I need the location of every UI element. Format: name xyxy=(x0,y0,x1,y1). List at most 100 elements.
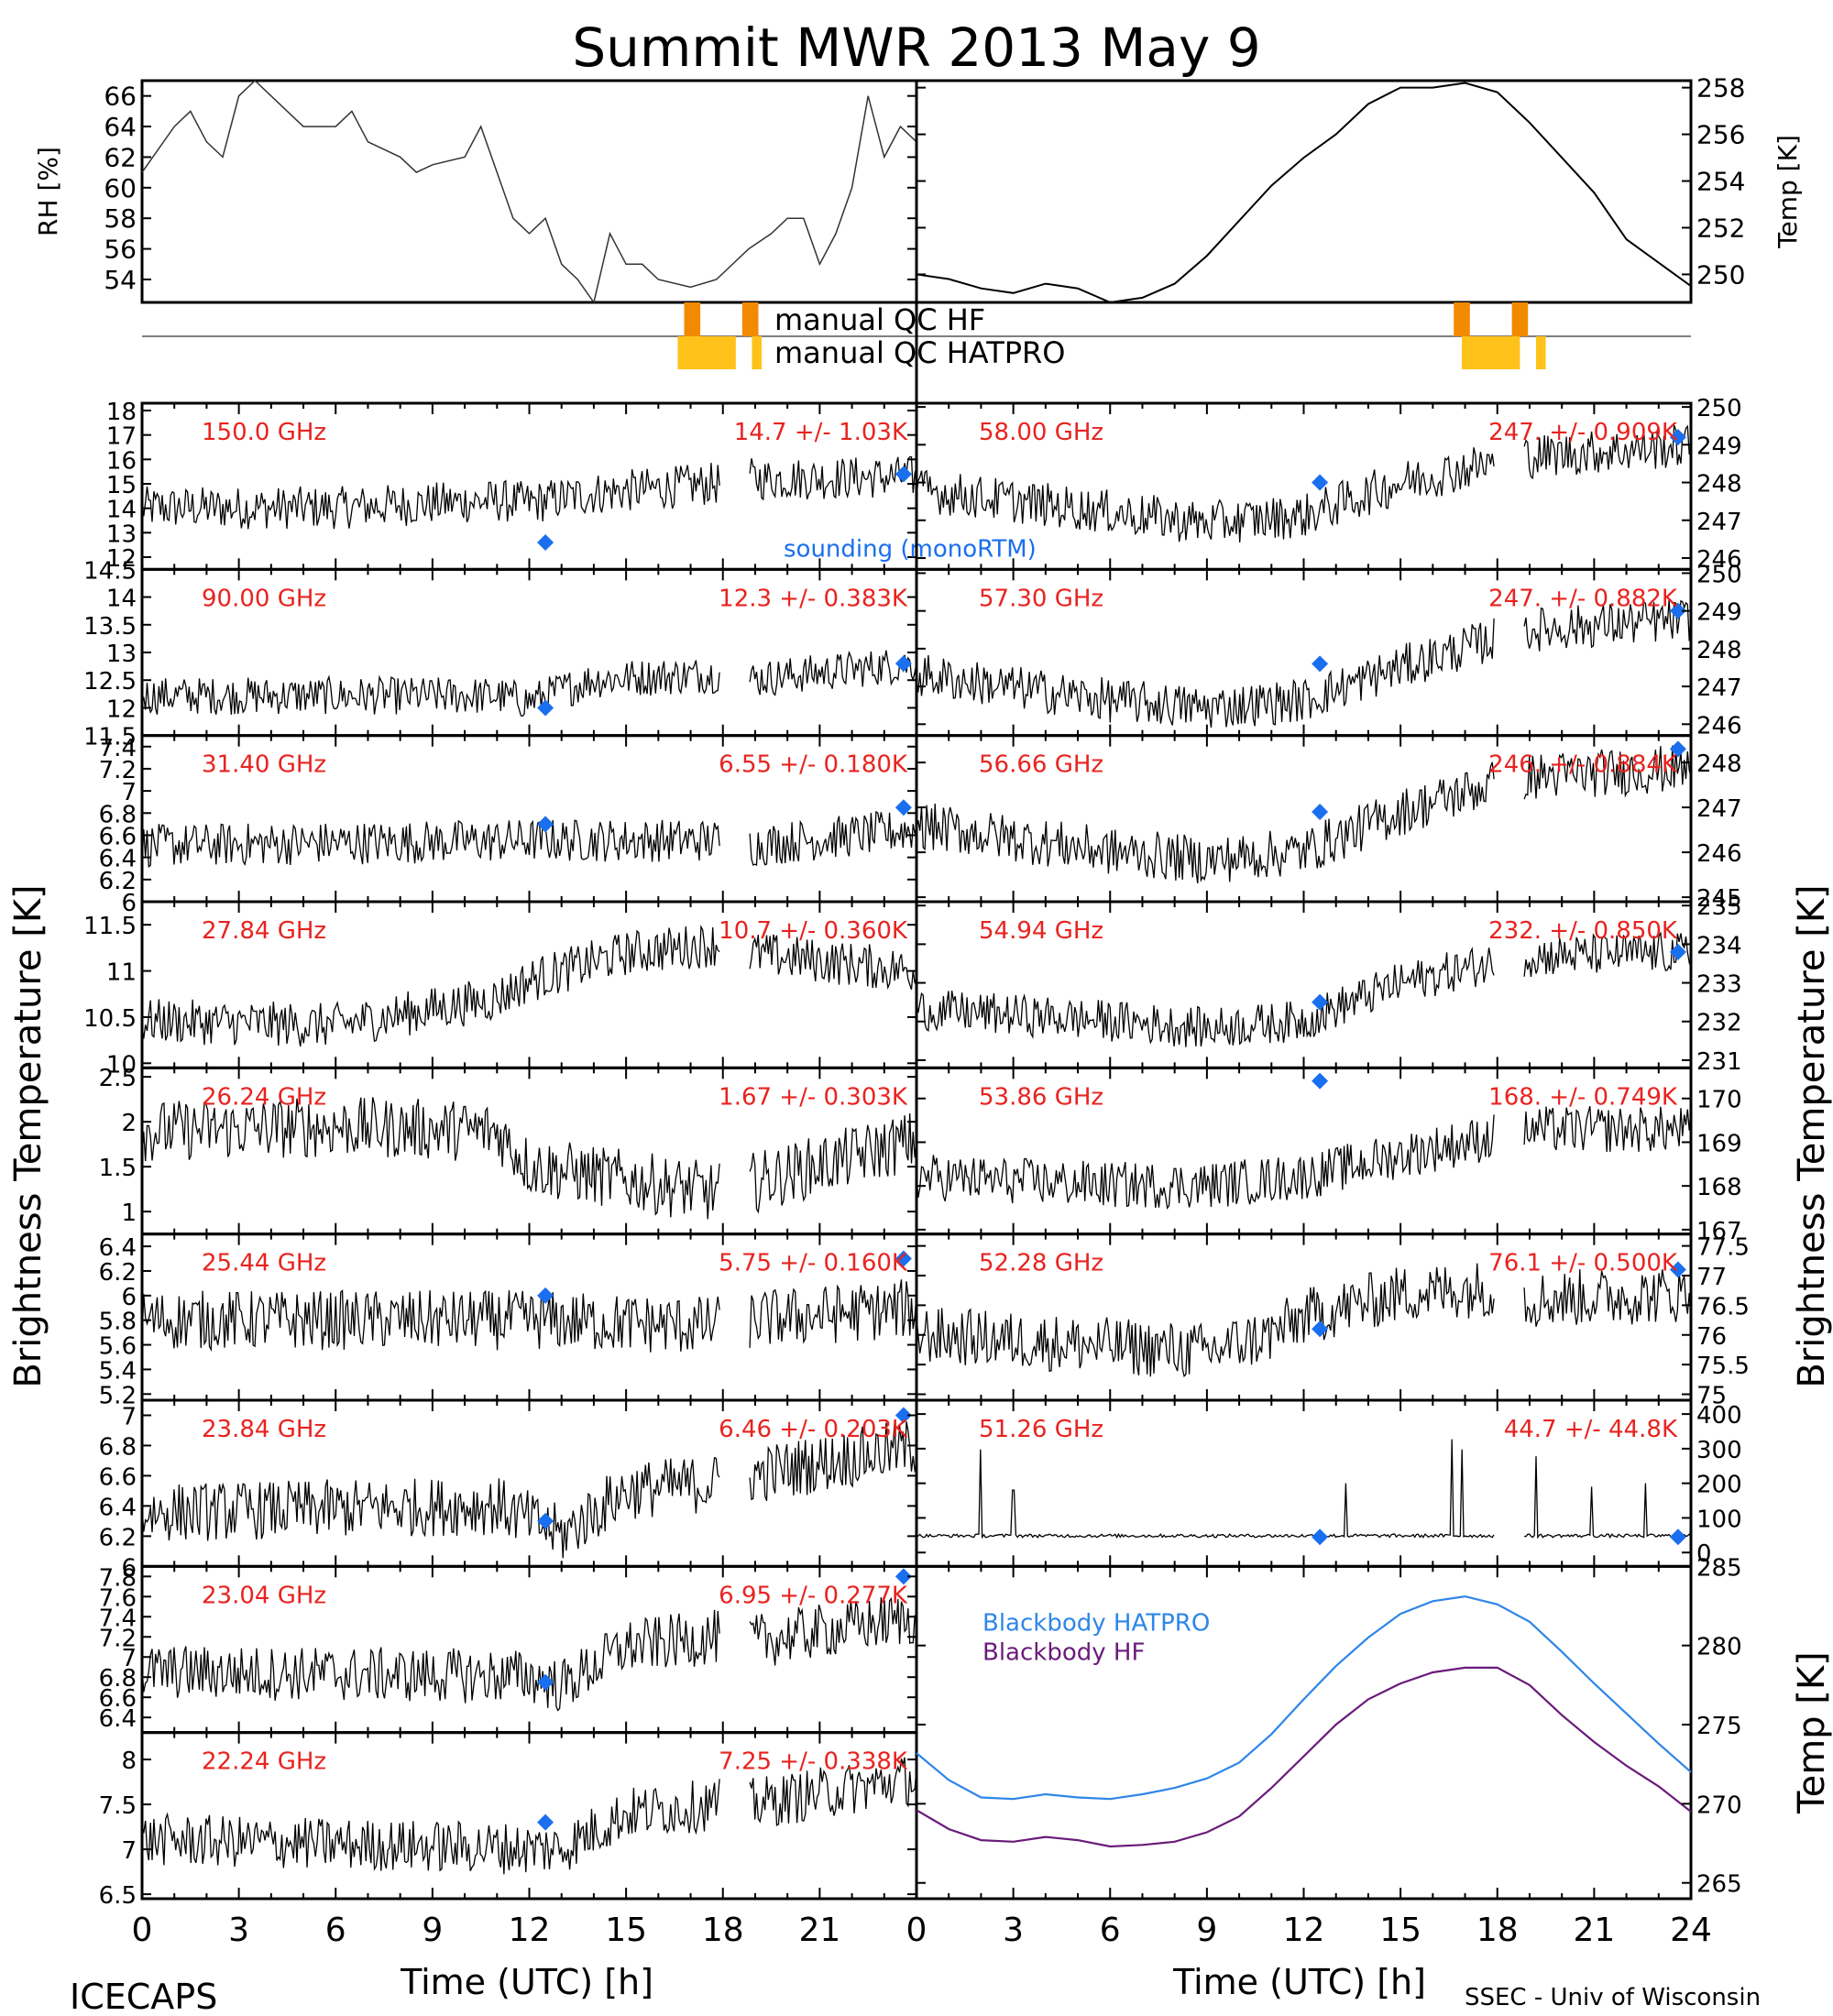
y-tick-label: 7.2 xyxy=(99,1625,137,1652)
left-channel-series xyxy=(141,1279,917,1353)
right-y-axis-label: Brightness Temperature [K] xyxy=(1791,884,1833,1387)
y-tick-label: 10 xyxy=(106,1051,137,1079)
x-tick-label: 24 xyxy=(1670,1912,1712,1949)
y-tick-label: 167 xyxy=(1696,1218,1742,1245)
channel-frequency-label: 150.0 GHz xyxy=(202,419,326,446)
channel-stats-label: 12.3 +/- 0.383K xyxy=(719,585,908,612)
y-tick-label: 265 xyxy=(1696,1871,1742,1899)
qc-hatpro-label: manual QC HATPRO xyxy=(774,335,1065,370)
channel-frequency-label: 90.00 GHz xyxy=(202,585,326,612)
y-tick-label: 12 xyxy=(106,696,137,723)
temp-panel-frame xyxy=(915,79,1693,304)
y-tick-label: 56 xyxy=(104,235,137,265)
channel-stats-label: 14.7 +/- 1.03K xyxy=(734,419,908,446)
y-tick-label: 258 xyxy=(1696,73,1745,104)
y-tick-label: 6.4 xyxy=(99,1494,137,1521)
sounding-marker xyxy=(895,1250,912,1267)
channel-frequency-label: 23.04 GHz xyxy=(202,1582,326,1609)
blackbody-axis-label: Temp [K] xyxy=(1791,1651,1833,1814)
y-tick-label: 5.6 xyxy=(99,1333,137,1361)
sounding-marker xyxy=(537,1813,554,1831)
blackbody-series xyxy=(916,1594,1692,1801)
left-channel-series xyxy=(141,1597,917,1712)
x-tick-label: 12 xyxy=(509,1912,551,1949)
left-channel-series xyxy=(141,1097,917,1220)
y-tick-label: 18 xyxy=(106,399,137,426)
sounding-marker xyxy=(537,699,554,717)
y-tick-label: 2 xyxy=(121,1110,137,1137)
y-tick-label: 233 xyxy=(1696,971,1742,999)
x-tick-label: 15 xyxy=(1379,1912,1421,1949)
y-tick-label: 12 xyxy=(106,545,137,573)
sounding-marker xyxy=(1312,655,1329,673)
channel-stats-label: 6.46 +/- 0.203K xyxy=(719,1416,908,1443)
y-tick-label: 168 xyxy=(1696,1174,1742,1201)
left-channel-series xyxy=(141,924,917,1047)
channel-frequency-label: 25.44 GHz xyxy=(202,1250,326,1277)
channel-frequency-label: 22.24 GHz xyxy=(202,1748,326,1776)
y-tick-label: 6.8 xyxy=(99,1665,137,1693)
left-channel-series xyxy=(141,650,917,718)
y-tick-label: 285 xyxy=(1696,1554,1742,1582)
channel-stats-label: 232. +/- 0.850K xyxy=(1488,917,1678,945)
sounding-marker xyxy=(1669,429,1686,446)
rh-panel-frame xyxy=(140,79,918,304)
right-channel-series xyxy=(916,1439,1692,1539)
channel-stats-label: 168. +/- 0.749K xyxy=(1488,1083,1678,1111)
y-tick-label: 11 xyxy=(106,959,137,987)
y-tick-label: 13 xyxy=(106,641,137,668)
sounding-marker xyxy=(537,816,554,833)
channel-stats-label: 44.7 +/- 44.8K xyxy=(1504,1416,1678,1443)
sounding-marker xyxy=(895,466,912,483)
x-tick-label: 0 xyxy=(132,1912,153,1949)
blackbody-legend-entry: Blackbody HF xyxy=(982,1638,1145,1666)
x-tick-label: 21 xyxy=(1573,1912,1615,1949)
qc-hf-block-left xyxy=(684,302,701,336)
y-tick-label: 6.4 xyxy=(99,1234,137,1262)
y-tick-label: 256 xyxy=(1696,120,1745,150)
channel-stats-label: 247. +/- 0.909K xyxy=(1488,419,1678,446)
ssec-credit: SSEC - Univ of Wisconsin xyxy=(1465,1984,1761,2011)
sounding-marker xyxy=(895,799,912,816)
x-tick-label: 12 xyxy=(1283,1912,1325,1949)
x-tick-label: 18 xyxy=(702,1912,744,1949)
x-tick-label: 0 xyxy=(906,1912,927,1949)
left-y-axis-label: Brightness Temperature [K] xyxy=(7,884,49,1387)
channel-stats-label: 247. +/- 0.882K xyxy=(1488,585,1678,612)
sounding-marker xyxy=(1669,602,1686,619)
y-tick-label: 280 xyxy=(1696,1634,1742,1661)
right-channel-series xyxy=(916,931,1692,1047)
y-tick-label: 247 xyxy=(1696,509,1742,536)
y-tick-label: 62 xyxy=(104,142,137,172)
sounding-marker xyxy=(537,1512,554,1529)
y-tick-label: 66 xyxy=(104,82,137,112)
channel-stats-label: 7.25 +/- 0.338K xyxy=(719,1748,908,1776)
y-tick-label: 7 xyxy=(121,1403,137,1430)
y-tick-label: 77 xyxy=(1696,1264,1727,1291)
channel-frequency-label: 31.40 GHz xyxy=(202,751,326,779)
y-tick-label: 7.2 xyxy=(99,757,137,784)
y-tick-label: 246 xyxy=(1696,840,1742,868)
qc-hf-label: manual QC HF xyxy=(774,302,985,337)
qc-hf-block-left xyxy=(741,302,759,336)
y-tick-label: 54 xyxy=(104,265,137,295)
y-tick-label: 6.2 xyxy=(99,1524,137,1551)
qc-hatpro-block-left xyxy=(752,336,762,369)
sounding-marker xyxy=(895,1407,912,1424)
y-tick-label: 250 xyxy=(1696,259,1745,290)
left-channel-series xyxy=(141,455,917,530)
y-tick-label: 300 xyxy=(1696,1437,1742,1464)
y-tick-label: 75 xyxy=(1696,1383,1727,1410)
qc-hatpro-block-left xyxy=(677,336,736,369)
left-channel-series xyxy=(141,1421,917,1559)
x-tick-label: 9 xyxy=(1196,1912,1217,1949)
y-tick-label: 250 xyxy=(1696,561,1742,588)
x-tick-label: 18 xyxy=(1476,1912,1519,1949)
x-tick-label: 6 xyxy=(1100,1912,1121,1949)
y-tick-label: 6.6 xyxy=(99,823,137,850)
sounding-marker xyxy=(895,1568,912,1585)
y-tick-label: 246 xyxy=(1696,712,1742,740)
x-tick-label: 21 xyxy=(798,1912,840,1949)
right-channel-series xyxy=(916,424,1692,543)
